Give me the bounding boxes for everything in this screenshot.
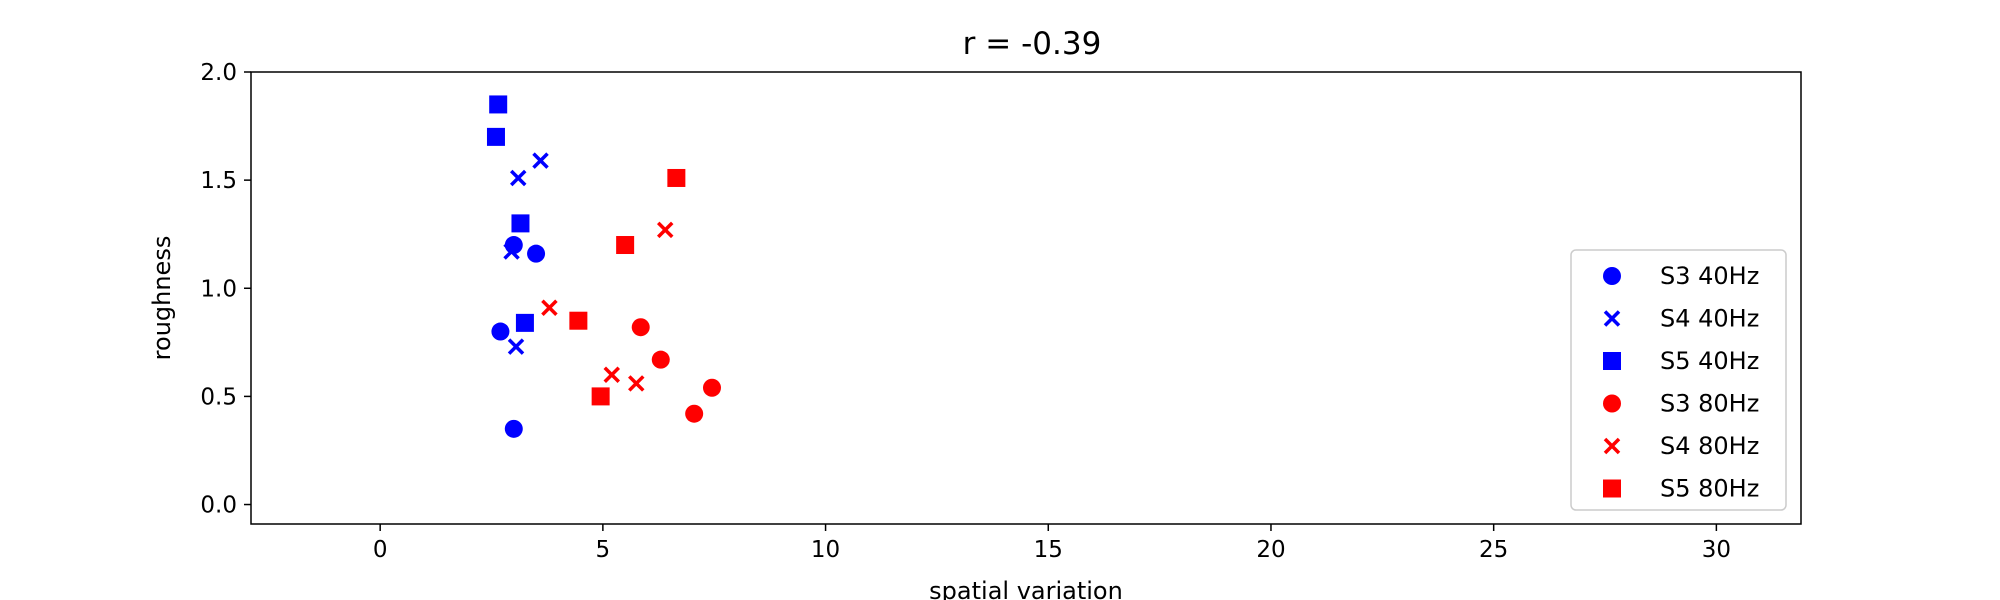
x-axis: 0 5 10 15 20 25 30	[373, 524, 1731, 563]
y-axis-label: roughness	[148, 236, 176, 361]
data-point	[511, 214, 530, 233]
data-point	[486, 127, 505, 146]
legend-marker	[1603, 267, 1621, 285]
plot-frame	[250, 71, 1802, 525]
data-point	[702, 378, 721, 397]
data-point	[515, 313, 534, 332]
x-tick-label: 25	[1479, 537, 1508, 563]
y-tick-label: 0.0	[200, 493, 237, 519]
data-point	[503, 243, 520, 260]
data-point	[616, 236, 635, 255]
data-point	[591, 387, 610, 406]
y-axis: 0.0 0.5 1.0 1.5 2.0	[200, 60, 251, 519]
y-tick-label: 1.0	[200, 276, 237, 302]
chart-title: r = -0.39	[963, 26, 1102, 62]
data-points	[486, 95, 721, 438]
data-point	[504, 419, 523, 438]
legend-marker	[1603, 394, 1621, 413]
x-tick-label: 20	[1256, 537, 1285, 563]
legend-label: S5 40Hz	[1660, 347, 1759, 375]
y-tick-label: 1.5	[200, 168, 237, 194]
data-point	[651, 350, 670, 369]
data-point	[569, 311, 588, 330]
y-tick-label: 0.5	[200, 384, 237, 410]
x-axis-label: spatial variation	[929, 577, 1123, 600]
legend-marker	[1603, 310, 1621, 327]
legend-label: S3 80Hz	[1660, 390, 1759, 418]
legend-marker	[1603, 437, 1621, 455]
data-point	[685, 404, 704, 423]
y-tick-label: 2.0	[200, 60, 237, 86]
data-point	[532, 152, 549, 169]
data-point	[656, 221, 674, 239]
data-point	[527, 244, 546, 263]
legend-marker	[1603, 479, 1621, 498]
x-tick-label: 0	[373, 537, 388, 563]
legend-marker	[1603, 352, 1621, 370]
legend-label: S5 80Hz	[1660, 475, 1759, 503]
data-point	[510, 169, 527, 187]
data-point	[628, 375, 645, 392]
legend-label: S3 40Hz	[1660, 262, 1759, 290]
legend-label: S4 40Hz	[1660, 305, 1759, 333]
x-tick-label: 10	[811, 537, 840, 563]
data-point	[491, 322, 510, 341]
data-point	[631, 318, 650, 337]
legend: S3 40Hz S4 40Hz S5 40Hz S3 80Hz S4 80Hz S5 80…	[1570, 249, 1787, 511]
legend-frame	[1570, 249, 1787, 511]
data-point	[489, 95, 508, 114]
data-point	[667, 168, 686, 187]
x-tick-label: 30	[1702, 537, 1731, 563]
x-tick-label: 5	[596, 537, 611, 563]
legend-label: S4 80Hz	[1660, 432, 1759, 460]
data-point	[541, 299, 558, 316]
data-point	[507, 338, 525, 355]
data-point	[603, 366, 621, 384]
x-tick-label: 15	[1034, 537, 1063, 563]
